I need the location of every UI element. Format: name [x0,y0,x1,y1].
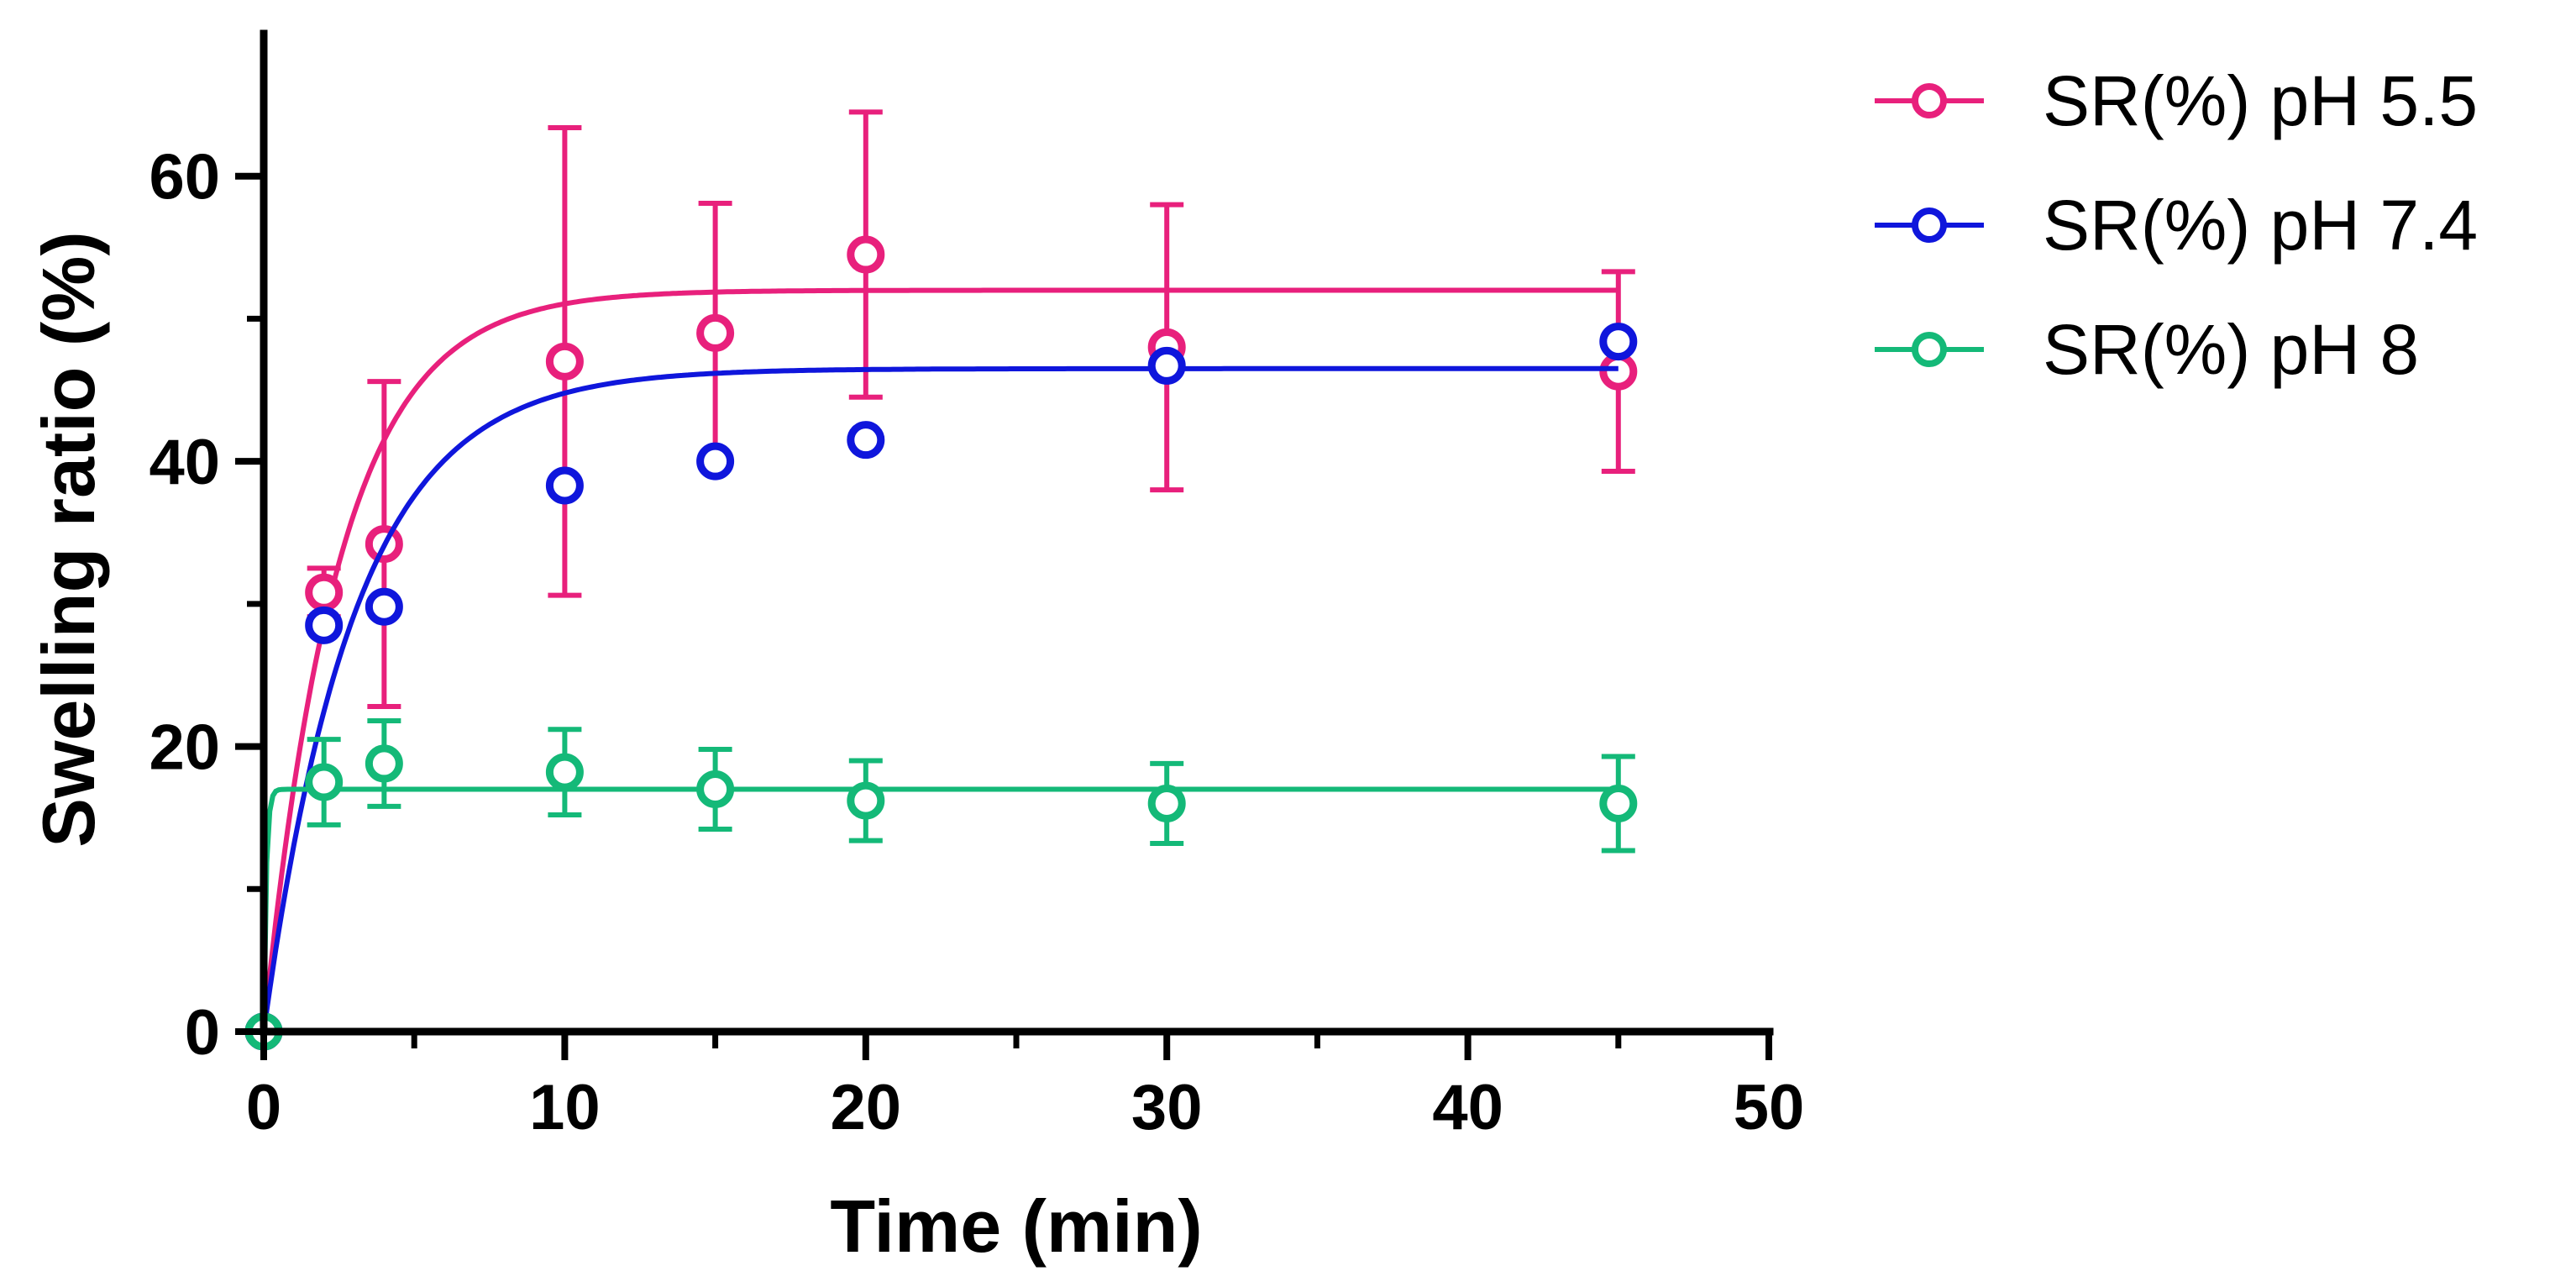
legend-marker-sr-ph-7-4 [1912,207,1947,243]
data-point-sr-ph-8 [365,744,403,783]
data-point-sr-ph-8 [1599,784,1638,822]
data-point-sr-ph-5-5 [696,313,735,352]
legend-marker-sr-ph-8 [1912,332,1947,367]
legend-label-sr-ph-8: SR(%) pH 8 [2043,310,2419,389]
x-tick-label: 40 [1432,1072,1503,1143]
y-tick-label: 0 [185,997,220,1069]
series-sr-ph-7-4 [244,323,1638,1051]
fit-curve-sr-ph-5-5 [261,287,1619,1032]
y-tick-label: 60 [149,142,220,213]
y-tick-label: 40 [149,427,220,498]
x-tick-label: 30 [1131,1072,1203,1143]
data-point-sr-ph-7-4 [365,587,403,626]
series-sr-ph-5-5 [244,109,1638,1051]
data-point-sr-ph-8 [305,763,344,801]
x-tick-label: 50 [1734,1072,1805,1143]
data-point-sr-ph-7-4 [305,606,344,644]
legend-label-sr-ph-5-5: SR(%) pH 5.5 [2043,61,2478,140]
legend-marker-sr-ph-5-5 [1912,83,1947,118]
legend-item-sr-ph-5-5: SR(%) pH 5.5 [1875,61,2478,140]
data-point-sr-ph-8 [696,770,735,808]
fit-curve-sr-ph-7-4 [261,365,1619,1032]
fit-curve-sr-ph-8 [261,786,1619,1032]
data-point-sr-ph-5-5 [1599,352,1638,391]
plot-area [244,109,1638,1051]
data-point-sr-ph-8 [545,753,584,791]
legend-label-sr-ph-7-4: SR(%) pH 7.4 [2043,186,2478,265]
series-sr-ph-8 [244,718,1638,1051]
legend-item-sr-ph-7-4: SR(%) pH 7.4 [1875,186,2478,265]
data-point-sr-ph-8 [847,781,885,820]
data-point-sr-ph-7-4 [1599,323,1638,361]
y-axis-title: Swelling ratio (%) [27,231,110,847]
x-axis-title: Time (min) [830,1185,1202,1268]
legend-item-sr-ph-8: SR(%) pH 8 [1875,310,2419,389]
data-point-sr-ph-7-4 [1147,346,1186,385]
data-point-sr-ph-8 [1147,784,1186,822]
x-tick-label: 20 [831,1072,902,1143]
data-point-sr-ph-7-4 [545,466,584,505]
data-point-sr-ph-5-5 [847,235,885,274]
x-tick-label: 10 [529,1072,601,1143]
data-point-sr-ph-7-4 [847,421,885,460]
axes: 0 10 20 30 40 50 0 20 40 60 [149,29,1805,1143]
y-tick-label: 20 [149,712,220,784]
data-point-sr-ph-7-4 [696,442,735,481]
data-point-sr-ph-5-5 [545,342,584,381]
data-point-sr-ph-5-5 [305,573,344,612]
x-tick-label: 0 [246,1072,281,1143]
legend: SR(%) pH 5.5 SR(%) pH 7.4 SR(%) pH 8 [1875,61,2478,389]
